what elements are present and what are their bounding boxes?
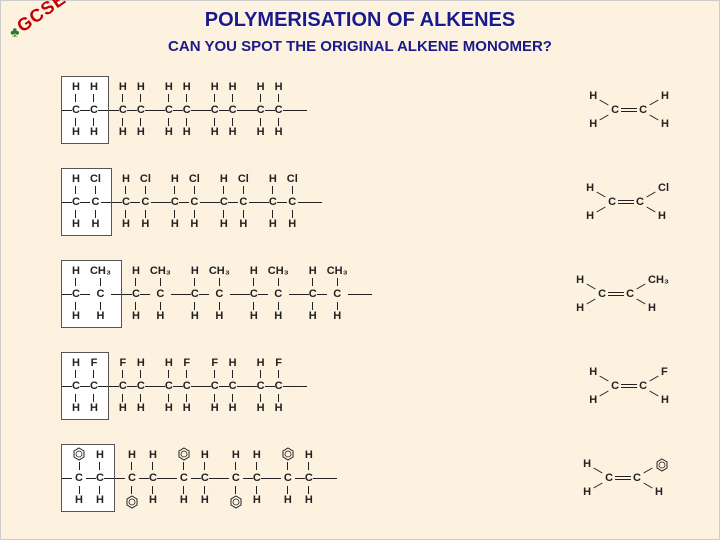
polymer-row: HCHFCHFCHHCHHCHFCHFCHHCHHCHFCH HHCCFH [61,347,699,425]
polymer-chain: CHHCHHCHCHCHHCHHCHCHCHHCH [61,444,337,512]
polymer-chain: HCHClCHHCHClCHHCHClCHHCHClCHHCHClCH [61,168,322,236]
polymer-row: HCHClCHHCHClCHHCHClCHHCHClCHHCHClCH HHCCC… [61,163,699,241]
polymer-chain: HCHCH₃CHHCHCH₃CHHCHCH₃CHHCHCH₃CHHCHCH₃CH [61,260,372,328]
monomer-structure: HHCCH [583,458,669,498]
monomer-structure: HHCCHH [589,90,669,130]
monomer-structure: HHCCFH [589,366,669,406]
polymer-row: HCHHCHHCHHCHHCHHCHHCHHCHHCHHCH HHCCHH [61,71,699,149]
polymer-row: CHHCHHCHCHCHHCHHCHCHCHHCH HHCCH [61,439,699,517]
polymer-chain: HCHHCHHCHHCHHCHHCHHCHHCHHCHHCH [61,76,307,144]
content-area: HCHHCHHCHHCHHCHHCHHCHHCHHCHHCH HHCCHH HCHC… [61,71,699,529]
page-title: POLYMERISATION OF ALKENES [1,9,719,32]
tree-icon: ♣ [10,24,20,40]
polymer-row: HCHCH₃CHHCHCH₃CHHCHCH₃CHHCHCH₃CHHCHCH₃CH… [61,255,699,333]
monomer-structure: HHCCCH₃H [576,274,669,314]
page-subtitle: CAN YOU SPOT THE ORIGINAL ALKENE MONOMER… [1,38,719,55]
monomer-structure: HHCCClH [586,182,669,222]
polymer-chain: HCHFCHFCHHCHHCHFCHFCHHCHHCHFCH [61,352,307,420]
